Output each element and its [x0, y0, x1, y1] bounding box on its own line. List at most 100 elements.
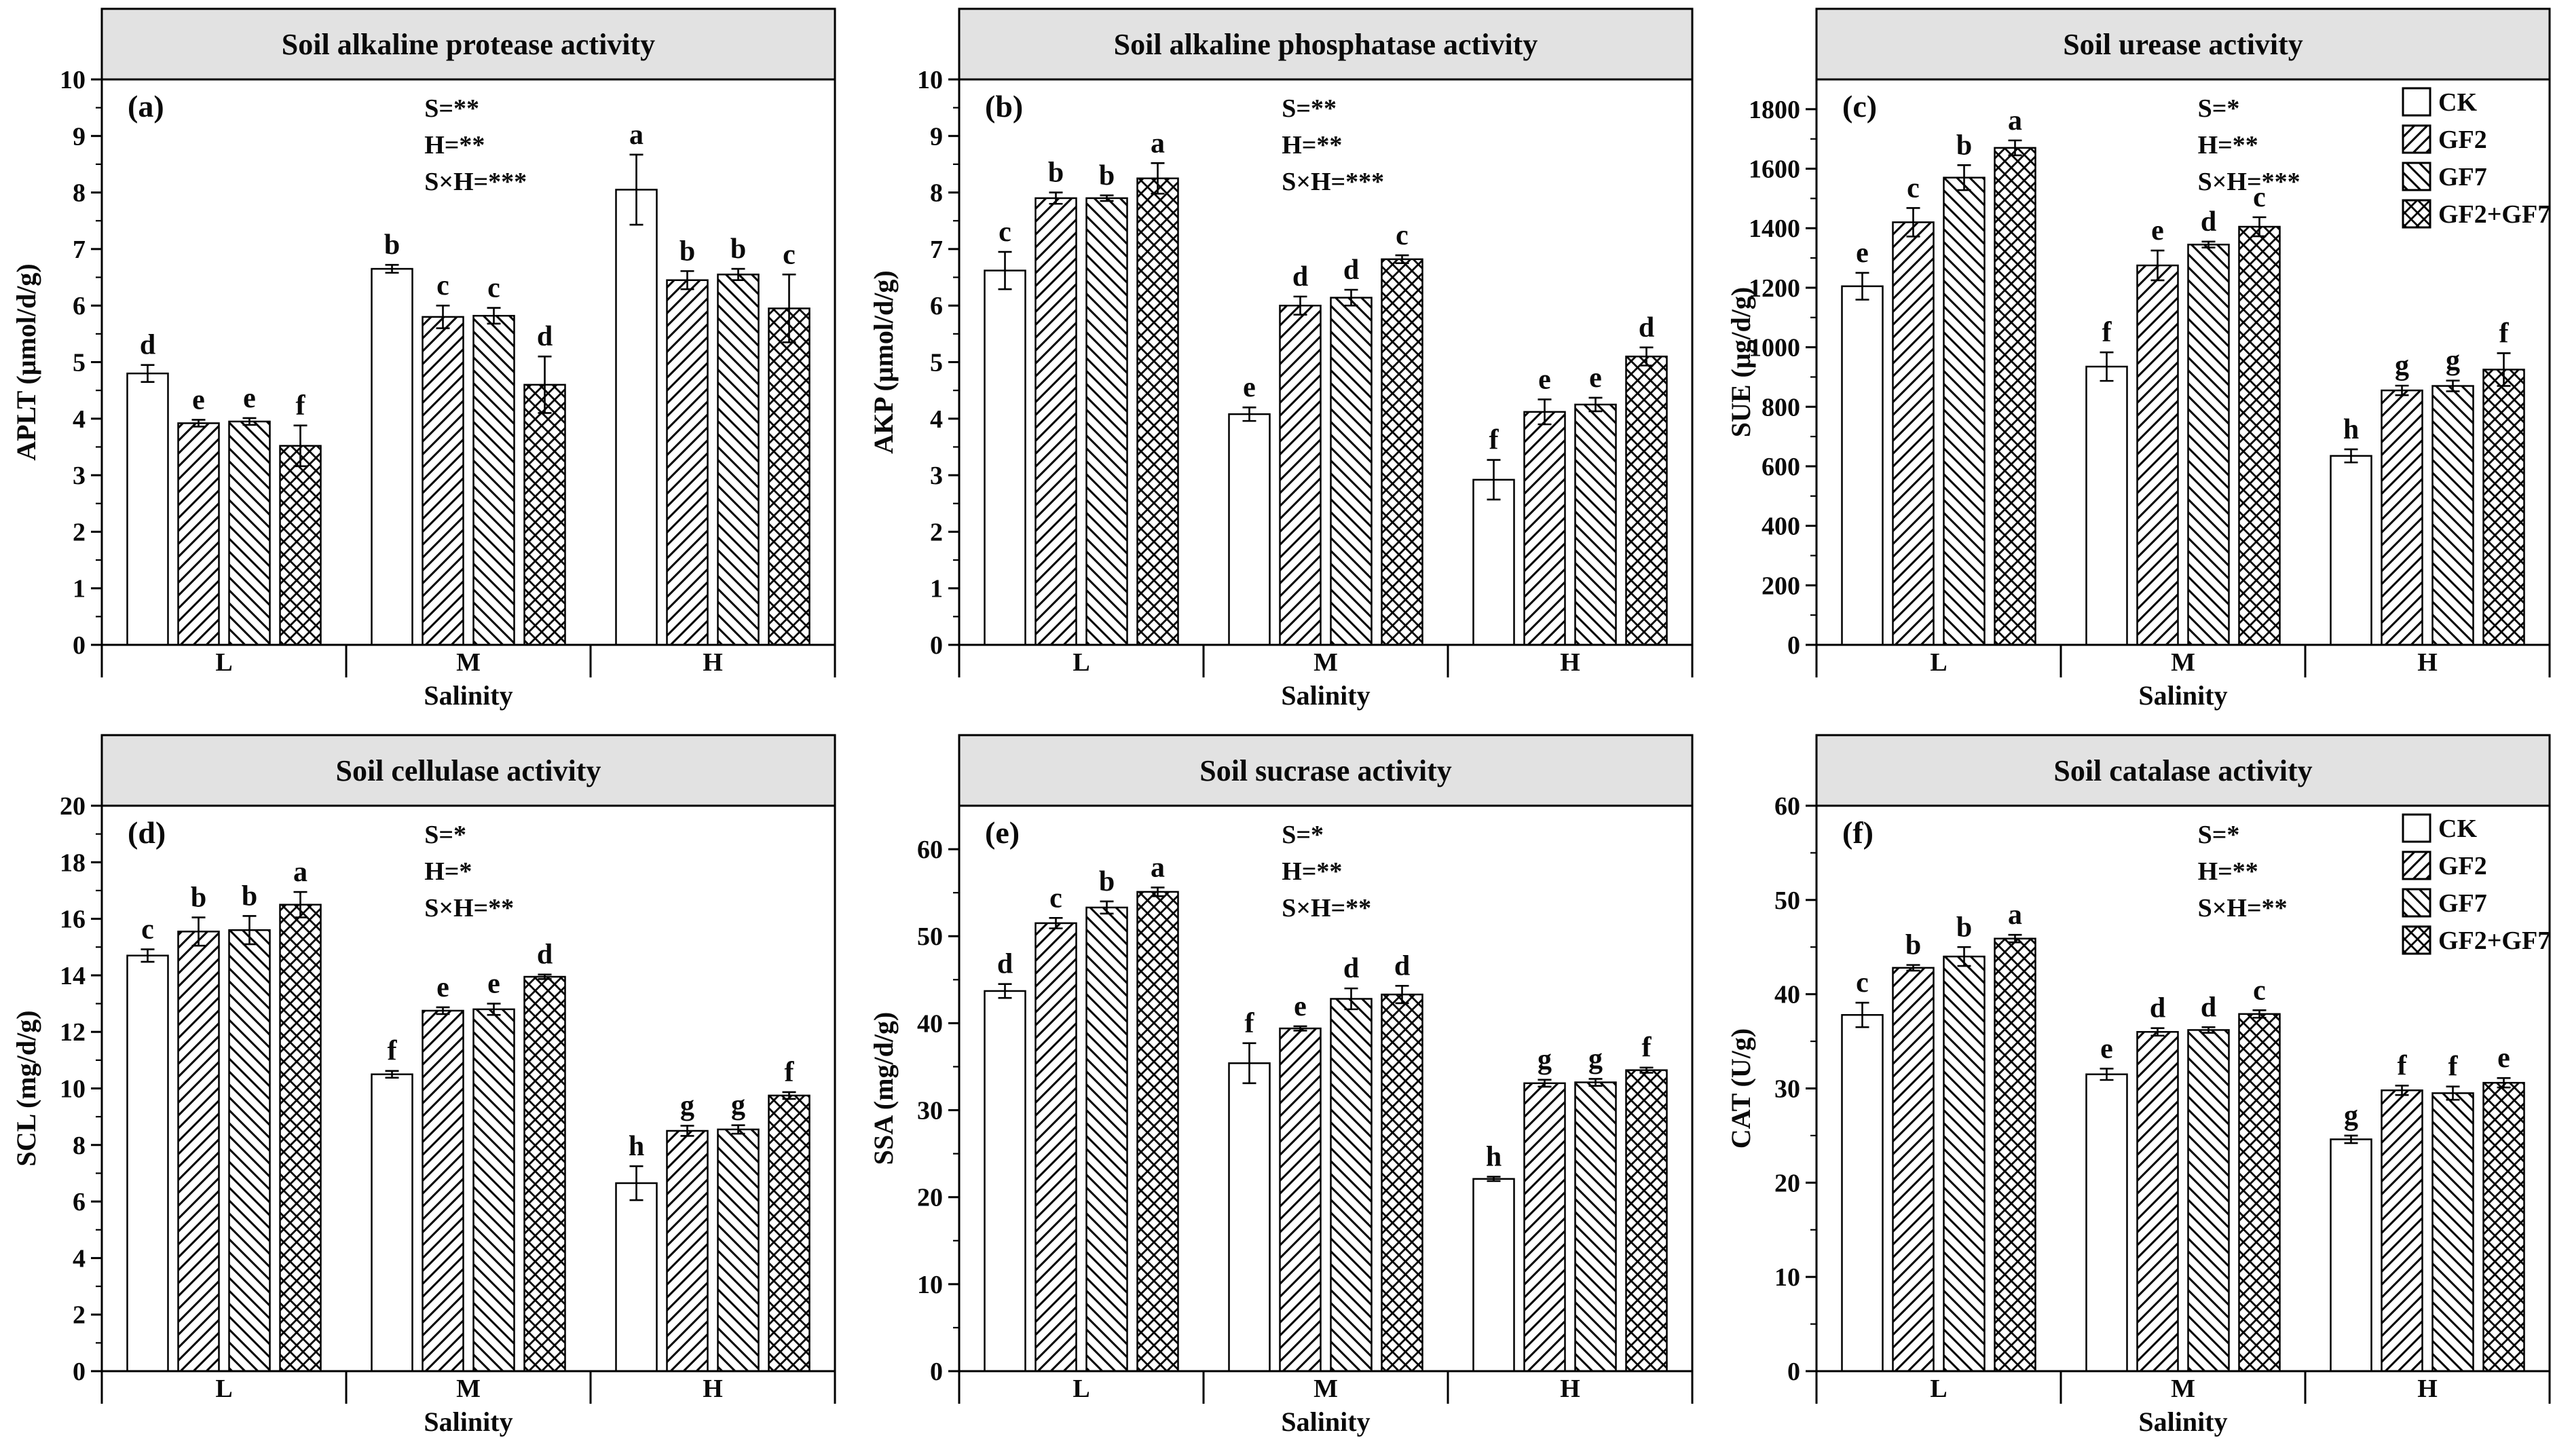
significance-letter: d	[1343, 953, 1359, 984]
significance-letter: e	[243, 383, 256, 414]
significance-letter: b	[1956, 130, 1972, 161]
error-bar	[998, 250, 1012, 291]
significance-letter: b	[1099, 160, 1115, 191]
stats-line: H=**	[424, 131, 485, 160]
x-axis-label: Salinity	[1281, 680, 1370, 711]
bar-CK-L	[984, 990, 1026, 1373]
panel-letter: (d)	[128, 815, 166, 850]
error-bar	[680, 270, 694, 291]
x-group-label: H	[703, 648, 723, 677]
y-tick-label: 0	[73, 1358, 86, 1386]
panel-b: c e f b d e b d e a c d Soil alkaline phosphatase ac…	[857, 0, 1715, 726]
stats-line: S=*	[2198, 94, 2240, 123]
y-tick-label: 10	[917, 66, 943, 94]
error-bar	[1344, 288, 1358, 307]
bar-GF2+GF7-M	[1381, 258, 1423, 646]
bar-CK-M	[2085, 1073, 2128, 1373]
error-bar	[2100, 351, 2114, 382]
y-tick-label: 6	[73, 1188, 86, 1216]
error-bar	[1639, 1066, 1654, 1074]
y-tick-label: 9	[73, 122, 86, 151]
bar-GF7-L	[1085, 906, 1128, 1373]
y-tick-label: 3	[73, 462, 86, 490]
y-tick-label: 30	[1774, 1075, 1800, 1104]
legend-label-GF7: GF7	[2438, 163, 2487, 191]
bar-CK-M	[371, 267, 413, 646]
significance-letter: e	[436, 972, 449, 1003]
error-bar	[1588, 396, 1603, 413]
error-bar	[1293, 1025, 1307, 1032]
error-bar	[1487, 459, 1501, 501]
significance-letter: e	[1589, 362, 1602, 394]
error-bar	[1855, 272, 1869, 301]
significance-letter: a	[293, 857, 307, 888]
error-bar	[1151, 162, 1165, 195]
error-bar	[141, 948, 155, 963]
error-bar	[385, 1070, 399, 1079]
bar-GF7-H	[717, 274, 760, 646]
y-tick-label: 4	[930, 405, 943, 434]
significance-letter: d	[140, 330, 155, 361]
legend-label-CK: CK	[2438, 815, 2477, 843]
significance-letter: d	[537, 321, 553, 352]
bar-GF2+GF7-H	[1625, 1069, 1668, 1373]
y-tick-label: 10	[1774, 1263, 1800, 1292]
error-bar	[293, 891, 307, 918]
stats-line: H=**	[1282, 131, 1342, 160]
significance-letter: c	[783, 239, 796, 270]
error-bar	[293, 424, 307, 468]
y-tick-label: 800	[1762, 393, 1800, 422]
y-tick-label: 0	[1787, 1358, 1800, 1386]
significance-letter: e	[1294, 991, 1307, 1022]
error-bar	[1588, 1078, 1603, 1087]
legend-swatch-GF2+GF7	[2402, 199, 2431, 229]
significance-letter: c	[436, 270, 449, 301]
panel-letter: (b)	[985, 89, 1023, 124]
significance-letter: f	[1489, 425, 1499, 456]
bar-GF2-L	[177, 931, 220, 1373]
x-axis-label: Salinity	[424, 1406, 512, 1437]
x-group-label: M	[2171, 1375, 2195, 1403]
bar-GF7-L	[228, 929, 271, 1373]
y-tick-label: 1800	[1749, 96, 1800, 124]
x-group-label: L	[1930, 1375, 1947, 1403]
significance-letter: e	[2497, 1043, 2510, 1074]
y-tick-label: 1	[73, 575, 86, 603]
bar-CK-H	[615, 189, 658, 646]
error-bar	[191, 916, 206, 947]
y-axis-label: SSA (mg/d/g)	[868, 1012, 899, 1165]
x-group-label: L	[1930, 648, 1947, 677]
panel-f: c e g b d f b d f a c e Soil catalase activity 0 10 20 3…	[1715, 726, 2572, 1453]
legend-label-GF2: GF2	[2438, 852, 2487, 880]
error-bar	[2395, 384, 2409, 396]
significance-letter: c	[1856, 967, 1869, 998]
bar-GF7-M	[1330, 998, 1373, 1373]
bar-GF7-L	[1943, 176, 1986, 646]
x-group-label: M	[2171, 648, 2195, 677]
y-tick-label: 0	[930, 631, 943, 660]
significance-letter: c	[999, 217, 1011, 248]
error-bar	[998, 983, 1012, 999]
bar-GF2-L	[1892, 221, 1935, 646]
significance-letter: d	[1292, 261, 1308, 293]
significance-letter: e	[2151, 215, 2164, 246]
error-bar	[2008, 139, 2022, 157]
significance-letter: b	[730, 234, 746, 265]
y-tick-label: 8	[73, 179, 86, 208]
error-bar	[1151, 886, 1165, 897]
y-tick-label: 5	[73, 349, 86, 377]
x-group-label: H	[1560, 1375, 1580, 1403]
x-group-label: H	[1560, 648, 1580, 677]
bar-CK-H	[1472, 479, 1515, 646]
bar-GF2-L	[1892, 967, 1935, 1373]
stats-line: S×H=**	[1282, 894, 1371, 922]
y-axis-label: APLT (μmol/d/g)	[11, 263, 41, 461]
bar-GF2+GF7-H	[1625, 355, 1668, 646]
bar-GF2+GF7-L	[279, 445, 322, 646]
error-bar	[2446, 1085, 2460, 1101]
stats-line: S=**	[1282, 94, 1337, 123]
significance-letter: d	[2201, 992, 2216, 1023]
error-bar	[2252, 216, 2267, 238]
error-bar	[242, 417, 257, 426]
significance-letter: b	[1956, 912, 1972, 943]
